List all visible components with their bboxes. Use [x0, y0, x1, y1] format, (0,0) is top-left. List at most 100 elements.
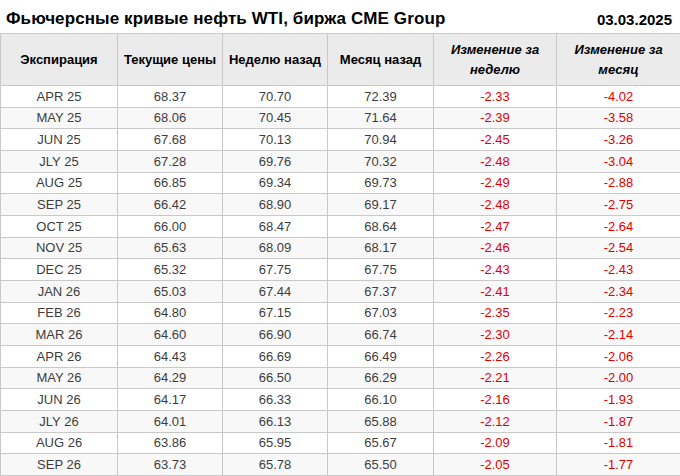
week-ago-cell: 66.33: [223, 389, 328, 411]
change-month-cell: -3.58: [557, 107, 680, 129]
week-ago-cell: 69.34: [223, 172, 328, 194]
current-cell: 68.37: [118, 86, 223, 108]
table-row: AUG 2663.8665.9565.67-2.09-1.81: [1, 432, 680, 454]
change-week-cell: -2.46: [434, 237, 557, 259]
table-row: AUG 2566.8569.3469.73-2.49-2.88: [1, 172, 680, 194]
change-week-cell: -2.09: [434, 432, 557, 454]
change-month-cell: -2.00: [557, 367, 680, 389]
month-ago-cell: 66.10: [328, 389, 434, 411]
title-bar: Фьючерсные кривые нефть WTI, биржа CME G…: [0, 0, 680, 33]
change-month-cell: -2.75: [557, 194, 680, 216]
col-header-week-ago: Неделю назад: [223, 34, 328, 86]
current-cell: 66.85: [118, 172, 223, 194]
current-cell: 67.28: [118, 150, 223, 172]
change-week-cell: -2.45: [434, 129, 557, 151]
expiration-cell: MAR 26: [1, 324, 118, 346]
wti-futures-report: Фьючерсные кривые нефть WTI, биржа CME G…: [0, 0, 680, 476]
change-month-cell: -1.77: [557, 454, 680, 476]
week-ago-cell: 66.90: [223, 324, 328, 346]
change-month-cell: -3.04: [557, 150, 680, 172]
change-week-cell: -2.43: [434, 259, 557, 281]
month-ago-cell: 68.64: [328, 215, 434, 237]
month-ago-cell: 68.17: [328, 237, 434, 259]
expiration-cell: SEP 26: [1, 454, 118, 476]
week-ago-cell: 69.76: [223, 150, 328, 172]
table-row: JUN 2567.6870.1370.94-2.45-3.26: [1, 129, 680, 151]
change-week-cell: -2.48: [434, 150, 557, 172]
change-month-cell: -3.26: [557, 129, 680, 151]
report-date: 03.03.2025: [597, 11, 672, 28]
change-week-cell: -2.33: [434, 86, 557, 108]
table-row: JLY 2567.2869.7670.32-2.48-3.04: [1, 150, 680, 172]
col-header-month-ago: Месяц назад: [328, 34, 434, 86]
header-row: Экспирация Текущие цены Неделю назад Мес…: [1, 34, 680, 86]
change-month-cell: -2.54: [557, 237, 680, 259]
expiration-cell: APR 25: [1, 86, 118, 108]
week-ago-cell: 67.44: [223, 280, 328, 302]
expiration-cell: MAY 26: [1, 367, 118, 389]
expiration-cell: MAY 25: [1, 107, 118, 129]
change-week-cell: -2.30: [434, 324, 557, 346]
current-cell: 63.73: [118, 454, 223, 476]
month-ago-cell: 67.37: [328, 280, 434, 302]
table-row: JUN 2664.1766.3366.10-2.16-1.93: [1, 389, 680, 411]
table-row: SEP 2566.4268.9069.17-2.48-2.75: [1, 194, 680, 216]
month-ago-cell: 65.88: [328, 410, 434, 432]
change-month-cell: -1.87: [557, 410, 680, 432]
table-row: SEP 2663.7365.7865.50-2.05-1.77: [1, 454, 680, 476]
month-ago-cell: 66.29: [328, 367, 434, 389]
table-row: APR 2664.4366.6966.49-2.26-2.06: [1, 345, 680, 367]
week-ago-cell: 67.15: [223, 302, 328, 324]
week-ago-cell: 68.09: [223, 237, 328, 259]
month-ago-cell: 72.39: [328, 86, 434, 108]
table-row: MAR 2664.6066.9066.74-2.30-2.14: [1, 324, 680, 346]
current-cell: 64.80: [118, 302, 223, 324]
table-header: Экспирация Текущие цены Неделю назад Мес…: [1, 34, 680, 86]
month-ago-cell: 71.64: [328, 107, 434, 129]
week-ago-cell: 66.69: [223, 345, 328, 367]
change-month-cell: -2.43: [557, 259, 680, 281]
change-month-cell: -2.23: [557, 302, 680, 324]
month-ago-cell: 70.32: [328, 150, 434, 172]
expiration-cell: JUN 25: [1, 129, 118, 151]
current-cell: 66.00: [118, 215, 223, 237]
expiration-cell: OCT 25: [1, 215, 118, 237]
table-row: APR 2568.3770.7072.39-2.33-4.02: [1, 86, 680, 108]
change-month-cell: -2.88: [557, 172, 680, 194]
table-row: OCT 2566.0068.4768.64-2.47-2.64: [1, 215, 680, 237]
current-cell: 65.32: [118, 259, 223, 281]
month-ago-cell: 70.94: [328, 129, 434, 151]
change-week-cell: -2.16: [434, 389, 557, 411]
change-week-cell: -2.21: [434, 367, 557, 389]
col-header-current: Текущие цены: [118, 34, 223, 86]
change-week-cell: -2.47: [434, 215, 557, 237]
expiration-cell: AUG 26: [1, 432, 118, 454]
expiration-cell: JUN 26: [1, 389, 118, 411]
month-ago-cell: 67.03: [328, 302, 434, 324]
change-week-cell: -2.39: [434, 107, 557, 129]
month-ago-cell: 69.73: [328, 172, 434, 194]
expiration-cell: JLY 26: [1, 410, 118, 432]
expiration-cell: FEB 26: [1, 302, 118, 324]
change-week-cell: -2.48: [434, 194, 557, 216]
change-week-cell: -2.49: [434, 172, 557, 194]
current-cell: 64.17: [118, 389, 223, 411]
change-week-cell: -2.05: [434, 454, 557, 476]
current-cell: 64.01: [118, 410, 223, 432]
expiration-cell: NOV 25: [1, 237, 118, 259]
current-cell: 68.06: [118, 107, 223, 129]
week-ago-cell: 66.50: [223, 367, 328, 389]
current-cell: 65.63: [118, 237, 223, 259]
col-header-change-week: Изменение за неделю: [434, 34, 557, 86]
page-title: Фьючерсные кривые нефть WTI, биржа CME G…: [6, 9, 445, 29]
expiration-cell: SEP 25: [1, 194, 118, 216]
month-ago-cell: 65.50: [328, 454, 434, 476]
change-month-cell: -1.81: [557, 432, 680, 454]
change-week-cell: -2.35: [434, 302, 557, 324]
change-month-cell: -1.93: [557, 389, 680, 411]
table-row: JAN 2665.0367.4467.37-2.41-2.34: [1, 280, 680, 302]
month-ago-cell: 67.75: [328, 259, 434, 281]
change-month-cell: -2.34: [557, 280, 680, 302]
expiration-cell: DEC 25: [1, 259, 118, 281]
table-row: MAY 2664.2966.5066.29-2.21-2.00: [1, 367, 680, 389]
